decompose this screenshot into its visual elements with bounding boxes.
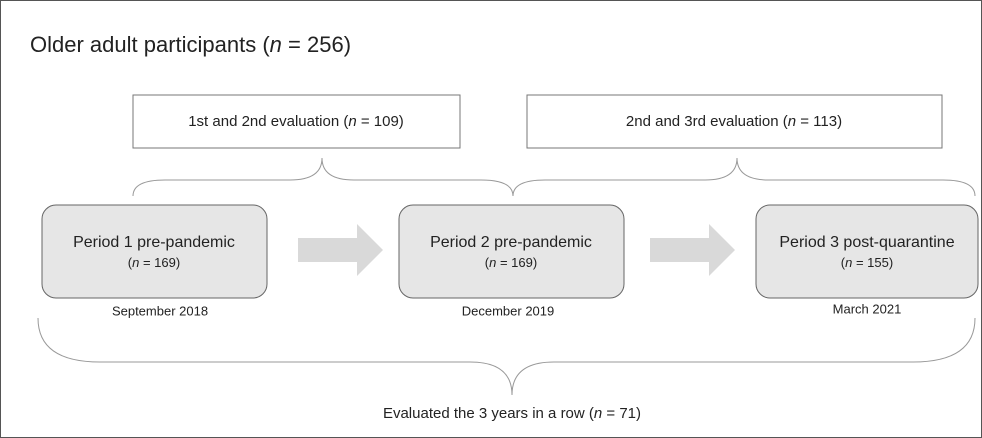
count-n: n [132, 255, 139, 270]
count-value: = 169) [139, 255, 180, 270]
title-n: n [270, 32, 282, 57]
period-date: September 2018 [112, 303, 208, 318]
label-text: 2nd and 3rd evaluation ( [626, 113, 788, 130]
evaluation-box [526, 94, 943, 149]
period-count: (n = 169) [485, 255, 537, 270]
period-date: March 2021 [833, 301, 902, 316]
title-count: = 256) [282, 32, 351, 57]
count-n: n [489, 255, 496, 270]
footer: Evaluated the 3 years in a row (n = 71) [383, 405, 641, 422]
footer-count: = 71) [602, 405, 641, 422]
brace [512, 157, 976, 197]
period-box [41, 204, 268, 299]
count-open: ( [485, 255, 490, 270]
brace [132, 157, 514, 197]
title-text: Older adult participants ( [30, 32, 270, 57]
title: Older adult participants (n = 256) [30, 32, 351, 57]
evaluation-box [132, 94, 461, 149]
count-open: ( [841, 255, 846, 270]
period-label: Period 2 pre-pandemic [430, 234, 592, 251]
evaluation-label: 2nd and 3rd evaluation (n = 113) [626, 113, 842, 130]
label-count: = 113) [796, 113, 842, 130]
count-open: ( [128, 255, 133, 270]
label-count: = 109) [357, 113, 404, 130]
count-value: = 155) [852, 255, 893, 270]
count-value: = 169) [496, 255, 537, 270]
period-box [755, 204, 979, 299]
evaluation-label: 1st and 2nd evaluation (n = 109) [188, 113, 404, 130]
period-label: Period 3 post-quarantine [779, 234, 954, 251]
brace [37, 317, 976, 396]
label-text: 1st and 2nd evaluation ( [188, 113, 348, 130]
period-count: (n = 155) [841, 255, 893, 270]
arrow [650, 224, 735, 276]
footer-n: n [594, 405, 602, 422]
period-label: Period 1 pre-pandemic [73, 234, 235, 251]
count-n: n [845, 255, 852, 270]
period-count: (n = 169) [128, 255, 180, 270]
period-date: December 2019 [462, 303, 555, 318]
label-n: n [348, 113, 356, 130]
label-n: n [788, 113, 796, 130]
arrow [298, 224, 383, 276]
braces [37, 157, 976, 396]
period-box [398, 204, 625, 299]
footer-text: Evaluated the 3 years in a row ( [383, 405, 594, 422]
